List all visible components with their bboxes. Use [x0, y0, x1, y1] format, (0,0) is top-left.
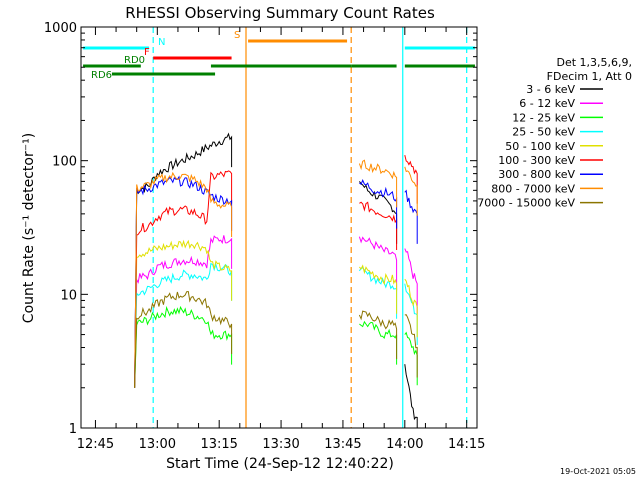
series-4-segment-0 — [134, 239, 233, 388]
legend-label-6: 300 - 800 keV — [498, 168, 575, 181]
series-5-segment-0 — [134, 170, 233, 388]
flag-s-label: S — [234, 30, 240, 41]
series-8-segment-1 — [358, 310, 398, 359]
plot-frame — [80, 26, 478, 429]
series-8-segment-0 — [134, 290, 233, 388]
series-1-segment-2 — [404, 248, 418, 314]
flag-rd0-label: RD0 — [124, 55, 145, 66]
series-6-segment-1 — [359, 179, 398, 229]
series-4-segment-1 — [359, 264, 398, 314]
series-3-segment-0 — [134, 262, 233, 388]
series-0-segment-2 — [404, 364, 418, 428]
series-2-segment-0 — [134, 305, 233, 388]
series-6-segment-0 — [134, 175, 233, 388]
legend-header-1: FDecim 1, Att 0 — [547, 70, 632, 83]
series-7-segment-2 — [404, 166, 418, 216]
flag-rd6-label: RD6 — [91, 70, 112, 81]
x-tick-label-2: 13:15 — [200, 437, 237, 452]
flag-n-label: N — [158, 37, 165, 48]
series-7-segment-1 — [358, 159, 398, 208]
series-3-segment-1 — [358, 267, 398, 319]
chart-title: RHESSI Observing Summary Count Rates — [125, 4, 435, 22]
legend-label-3: 25 - 50 keV — [512, 126, 575, 139]
x-tick-label-3: 13:30 — [262, 437, 299, 452]
series-8-segment-2 — [404, 314, 418, 378]
y-tick-label-3: 1000 — [44, 21, 77, 36]
legend: Det 1,3,5,6,9,FDecim 1, Att 03 - 6 keV6 … — [477, 56, 632, 210]
x-axis-label: Start Time (24-Sep-12 12:40:22) — [166, 456, 394, 472]
x-tick-label-1: 13:00 — [139, 437, 176, 452]
x-tick-label-0: 12:45 — [77, 437, 114, 452]
y-tick-label-0: 1 — [69, 422, 77, 437]
series-1-segment-0 — [134, 235, 233, 388]
series-2-segment-2 — [404, 331, 418, 386]
series-6-segment-2 — [404, 189, 418, 244]
x-tick-label-4: 13:45 — [324, 437, 361, 452]
y-tick-label-2: 100 — [52, 155, 77, 170]
legend-label-8: 7000 - 15000 keV — [477, 197, 575, 210]
series-5-segment-2 — [404, 154, 418, 204]
legend-label-4: 50 - 100 keV — [505, 140, 575, 153]
series-2-segment-1 — [359, 320, 398, 365]
series-5-segment-1 — [359, 201, 398, 250]
legend-label-5: 100 - 300 keV — [498, 154, 575, 167]
y-tick-label-1: 10 — [60, 288, 77, 303]
legend-label-1: 6 - 12 keV — [519, 97, 575, 110]
series-7-segment-0 — [134, 171, 233, 388]
timestamp: 19-Oct-2021 05:05 — [560, 467, 636, 476]
plot-area: NF S RD0 RD6 1 10 100 1000 12:45 13:00 13:15 13:30 1… — [44, 21, 486, 452]
x-tick-label-6: 14:15 — [448, 437, 485, 452]
legend-header-0: Det 1,3,5,6,9, — [556, 56, 632, 69]
series-1-segment-1 — [358, 236, 398, 291]
legend-label-0: 3 - 6 keV — [526, 83, 575, 96]
x-tick-label-5: 14:00 — [386, 437, 423, 452]
legend-label-7: 800 - 7000 keV — [491, 182, 575, 195]
legend-label-2: 12 - 25 keV — [512, 111, 575, 124]
series-3-segment-2 — [404, 283, 418, 345]
series-4-segment-2 — [404, 278, 418, 338]
y-axis-label: Count Rate (s⁻¹ detector⁻¹) — [21, 133, 37, 323]
flag-f-label: F — [144, 47, 150, 58]
